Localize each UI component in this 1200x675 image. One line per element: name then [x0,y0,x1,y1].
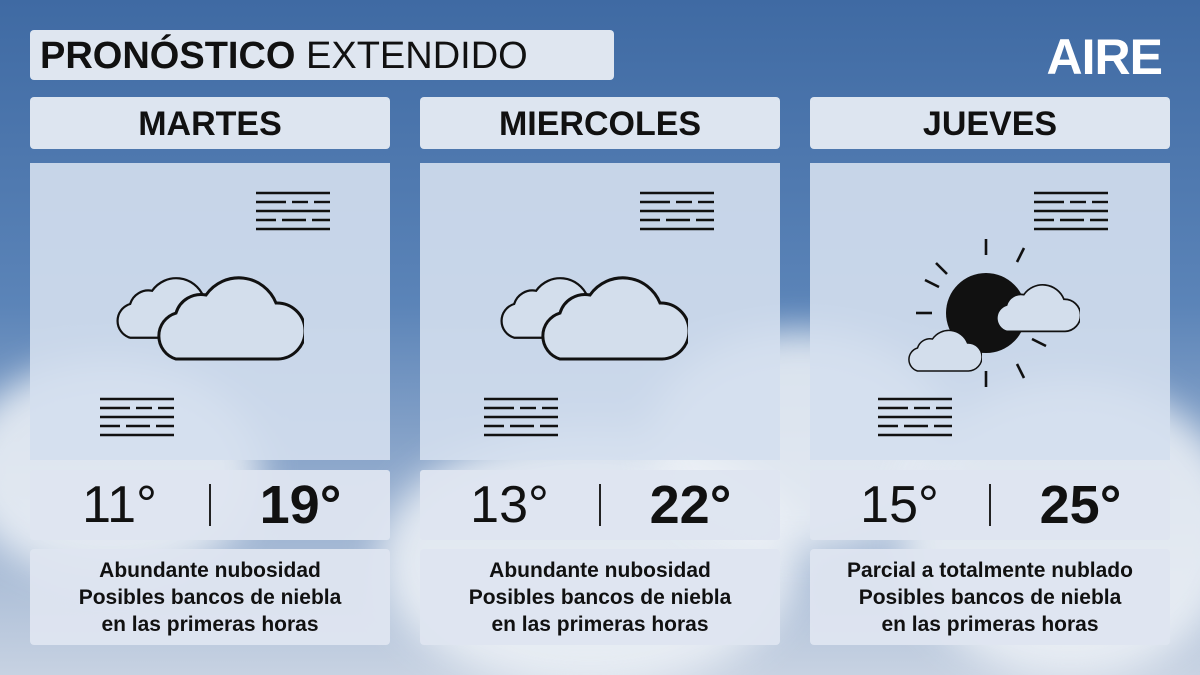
icon-svg [100,191,330,437]
min-temp: 13° [470,476,549,534]
weather-icon [30,163,390,460]
day-card: JUEVES 15° 25° Parcial a totalmente nublad… [810,97,1170,645]
min-temp: 11° [82,476,157,534]
separator [209,484,211,526]
description-box: Abundante nubosidad Posibles bancos de ni… [420,549,780,645]
separator [599,484,601,526]
day-name: JUEVES [810,97,1170,149]
icon-svg [484,191,714,437]
day-card: MARTES 11° 19° Abundante nubosidad Posibles… [30,97,390,645]
day-name: MIERCOLES [420,97,780,149]
weather-icon [420,163,780,460]
description-line: en las primeras horas [491,612,709,636]
description-line: en las primeras horas [881,612,1099,636]
max-temp: 22° [649,475,732,535]
title-rest: EXTENDIDO [306,35,528,77]
description-line: en las primeras horas [101,612,319,636]
day-card: MIERCOLES 13° 22° Abundante nubosidad Posib… [420,97,780,645]
title-bold: PRONÓSTICO [40,35,296,77]
description-line: Parcial a totalmente nublado [847,558,1133,582]
max-temp: 19° [259,475,342,535]
separator [989,484,991,526]
description-line: Posibles bancos de niebla [858,585,1122,609]
temperature-row: 15° 25° [810,470,1170,540]
description-line: Abundante nubosidad [99,558,321,582]
description-line: Posibles bancos de niebla [78,585,342,609]
description-line: Posibles bancos de niebla [468,585,732,609]
weather-icon [810,163,1170,460]
day-name: MARTES [30,97,390,149]
description-box: Abundante nubosidad Posibles bancos de ni… [30,549,390,645]
description-box: Parcial a totalmente nublado Posibles ban… [810,549,1170,645]
icon-svg [878,191,1108,437]
max-temp: 25° [1039,475,1122,535]
title-box: PRONÓSTICO EXTENDIDO [30,30,614,80]
min-temp: 15° [860,476,939,534]
logo: AIRE [1046,29,1163,85]
temperature-row: 11° 19° [30,470,390,540]
description-line: Abundante nubosidad [489,558,711,582]
temperature-row: 13° 22° [420,470,780,540]
